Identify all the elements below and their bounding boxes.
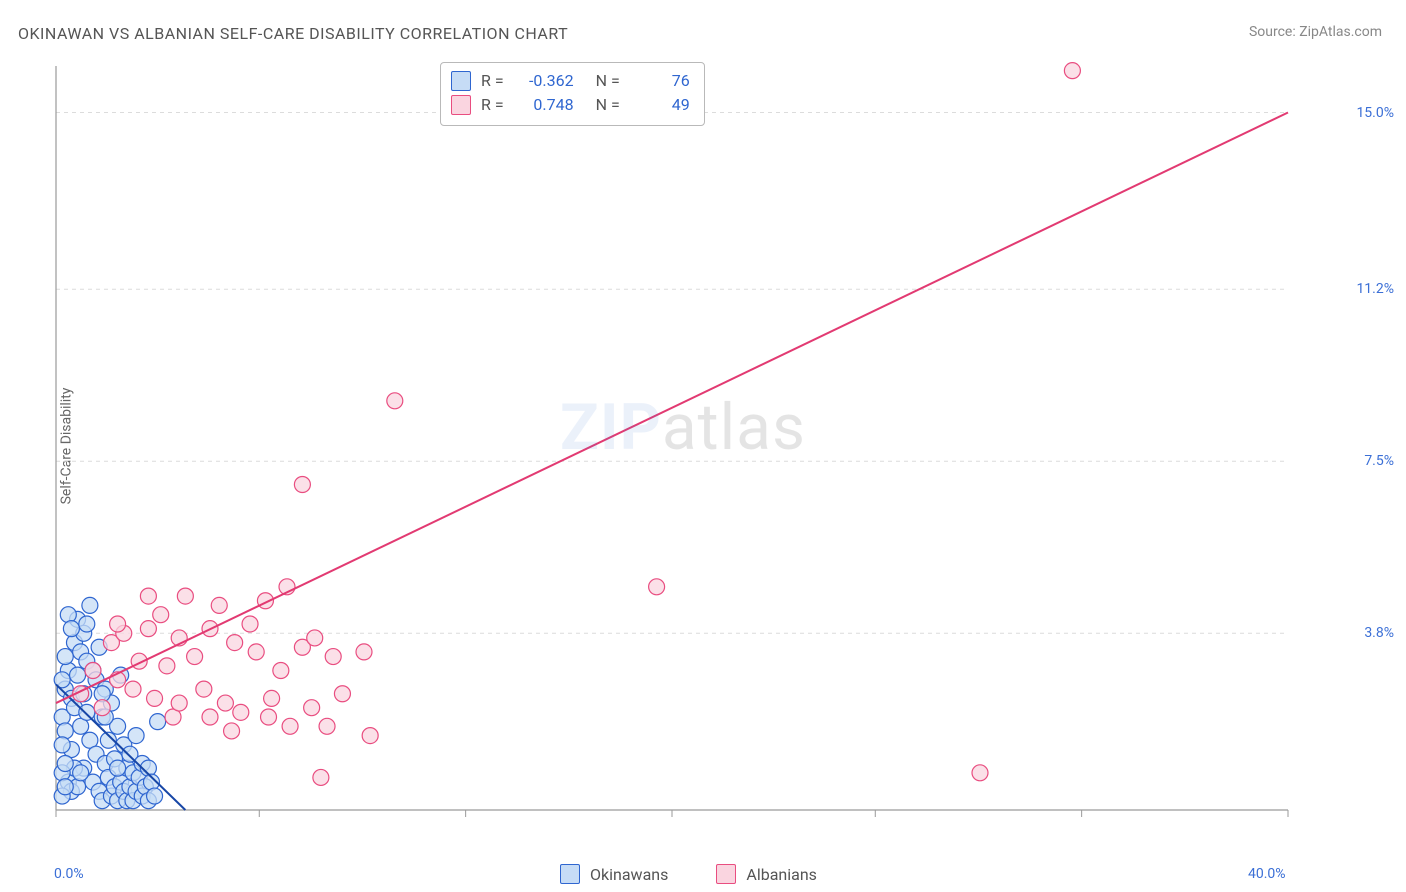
legend-item: Okinawans (560, 864, 668, 884)
n-label: N = (596, 93, 620, 117)
legend-swatch (716, 864, 736, 884)
scatter-plot (48, 60, 1348, 840)
r-value: 0.748 (514, 93, 574, 117)
stats-box: R = -0.362 N = 76 R = 0.748 N = 49 (440, 62, 705, 126)
legend: Okinawans Albanians (560, 864, 817, 884)
source-prefix: Source: (1249, 24, 1299, 40)
n-value: 76 (630, 69, 690, 93)
chart-title: OKINAWAN VS ALBANIAN SELF-CARE DISABILIT… (18, 24, 568, 43)
x-tick-label: 0.0% (54, 866, 84, 882)
legend-swatch (560, 864, 580, 884)
r-label: R = (481, 93, 504, 117)
stats-row: R = -0.362 N = 76 (451, 69, 690, 93)
x-tick-label: 40.0% (1248, 866, 1286, 882)
r-label: R = (481, 69, 504, 93)
stats-swatch (451, 71, 471, 91)
legend-label: Okinawans (590, 865, 668, 884)
n-value: 49 (630, 93, 690, 117)
y-tick-label: 11.2% (1356, 281, 1394, 297)
source-attribution: Source: ZipAtlas.com (1249, 24, 1382, 40)
y-tick-label: 15.0% (1356, 105, 1394, 121)
stats-swatch (451, 95, 471, 115)
r-value: -0.362 (514, 69, 574, 93)
source-name: ZipAtlas.com (1299, 24, 1382, 40)
n-label: N = (596, 69, 620, 93)
legend-label: Albanians (746, 865, 817, 884)
legend-item: Albanians (716, 864, 817, 884)
y-tick-label: 3.8% (1364, 625, 1394, 641)
plot-svg (48, 60, 1348, 840)
y-tick-label: 7.5% (1364, 453, 1394, 469)
stats-row: R = 0.748 N = 49 (451, 93, 690, 117)
